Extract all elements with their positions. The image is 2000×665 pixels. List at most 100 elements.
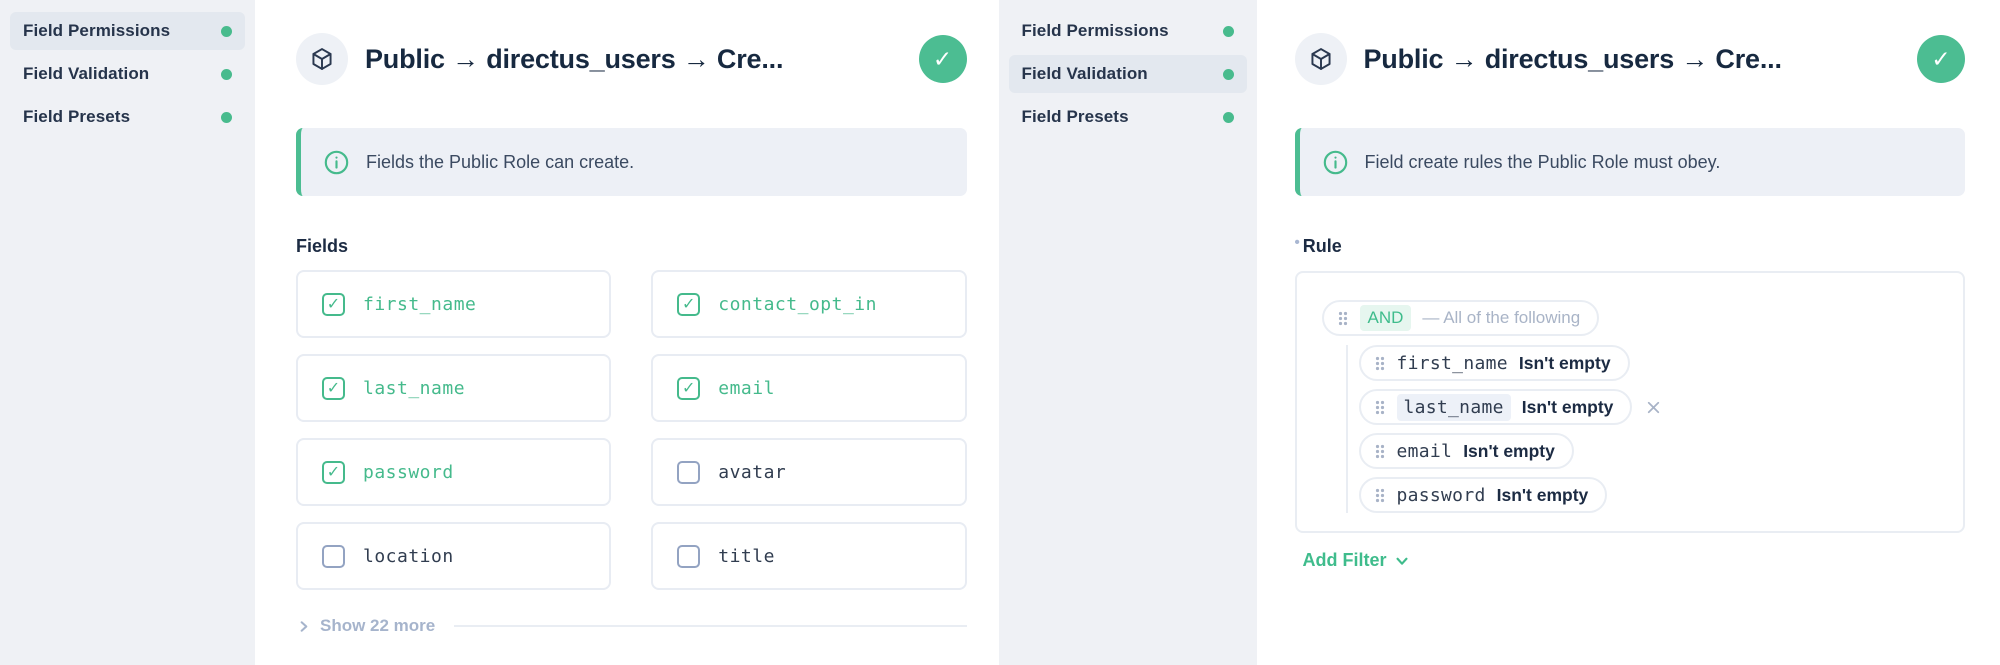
sidebar-item-label: Field Presets <box>1021 107 1129 126</box>
filter-operator[interactable]: Isn't empty <box>1463 440 1555 461</box>
field-validation-content: Public → directus_users → Cre... ✓ Field… <box>1256 0 2000 665</box>
filter-pill-password[interactable]: password Isn't empty <box>1358 477 1608 513</box>
show-more-label: Show 22 more <box>320 616 436 635</box>
field-option-location[interactable]: location <box>296 522 612 590</box>
field-name: title <box>718 545 775 567</box>
sidebar-item-label: Field Validation <box>1021 64 1148 83</box>
sidebar-item-field-permissions[interactable]: Field Permissions <box>10 12 245 50</box>
field-option-contact_opt_in[interactable]: ✓ contact_opt_in <box>651 270 967 338</box>
field-name: location <box>363 545 454 567</box>
field-name: contact_opt_in <box>718 293 877 315</box>
check-glyph: ✓ <box>682 296 696 313</box>
sidebar-item-label: Field Permissions <box>1021 21 1169 40</box>
sidebar-panel-2: Field Permissions Field Validation Field… <box>998 0 1257 665</box>
remove-filter-button[interactable] <box>1645 399 1662 416</box>
status-dot-icon <box>1222 25 1234 37</box>
checkbox-checked-icon[interactable]: ✓ <box>322 460 345 484</box>
page-title: Public → directus_users → Cre... <box>1363 43 1782 74</box>
filter-row: first_name Isn't empty <box>1358 345 1630 381</box>
page-title: Public → directus_users → Cre... <box>365 43 784 74</box>
sidebar-item-field-presets[interactable]: Field Presets <box>1009 98 1247 136</box>
rule-filter-builder: AND — All of the following first_name Is… <box>1294 271 1965 533</box>
field-option-title[interactable]: title <box>651 522 967 590</box>
collection-box-icon <box>1294 33 1347 85</box>
check-glyph: ✓ <box>326 380 341 397</box>
group-description: — All of the following <box>1422 308 1581 327</box>
filter-operator[interactable]: Isn't empty <box>1518 352 1611 373</box>
info-banner-text: Field create rules the Public Role must … <box>1364 151 1721 172</box>
filter-operator[interactable]: Isn't empty <box>1496 484 1589 505</box>
filter-row: password Isn't empty <box>1358 477 1608 513</box>
info-banner-text: Fields the Public Role can create. <box>366 151 635 172</box>
field-option-last_name[interactable]: ✓ last_name <box>296 354 612 422</box>
and-group-pill[interactable]: AND — All of the following <box>1321 300 1600 336</box>
sidebar-item-field-permissions[interactable]: Field Permissions <box>1009 12 1247 50</box>
field-option-first_name[interactable]: ✓ first_name <box>296 270 612 338</box>
drag-handle-icon[interactable] <box>1337 310 1349 327</box>
field-option-password[interactable]: ✓ password <box>296 438 612 506</box>
group-operator-chip[interactable]: AND <box>1359 305 1412 331</box>
check-icon: ✓ <box>932 45 953 72</box>
close-icon <box>1648 401 1660 413</box>
divider <box>454 625 967 627</box>
checkbox-checked-icon[interactable]: ✓ <box>322 292 345 316</box>
info-icon <box>1323 150 1347 174</box>
checkbox-unchecked-icon[interactable] <box>677 460 701 484</box>
filter-field-name[interactable]: email <box>1396 440 1453 462</box>
drag-handle-icon[interactable] <box>1374 399 1386 416</box>
checkbox-checked-icon[interactable]: ✓ <box>322 376 345 400</box>
sidebar-item-label: Field Validation <box>23 64 150 83</box>
status-dot-icon <box>221 68 232 80</box>
field-name: avatar <box>718 461 787 483</box>
drawer-header: Public → directus_users → Cre... ✓ <box>296 33 967 85</box>
filter-field-name[interactable]: password <box>1396 484 1486 506</box>
sidebar-item-field-validation[interactable]: Field Validation <box>10 55 245 93</box>
drag-handle-icon[interactable] <box>1374 355 1386 372</box>
drag-handle-icon[interactable] <box>1374 443 1386 460</box>
field-option-email[interactable]: ✓ email <box>651 354 967 422</box>
rule-section-label: • Rule <box>1294 234 1966 257</box>
sidebar-item-label: Field Permissions <box>23 21 171 40</box>
show-more-toggle[interactable]: Show 22 more <box>296 616 967 636</box>
check-icon: ✓ <box>1931 45 1951 72</box>
check-glyph: ✓ <box>326 464 341 481</box>
filter-operator[interactable]: Isn't empty <box>1521 396 1614 417</box>
filter-pill-last_name[interactable]: last_name Isn't empty <box>1358 389 1633 425</box>
field-name: email <box>718 377 775 399</box>
collection-box-icon <box>296 33 348 85</box>
field-name: first_name <box>363 293 477 315</box>
filter-field-name[interactable]: last_name <box>1396 393 1511 421</box>
add-filter-label: Add Filter <box>1302 550 1387 570</box>
rule-label-text: Rule <box>1302 236 1342 256</box>
save-check-button[interactable]: ✓ <box>1917 35 1965 83</box>
filter-row: last_name Isn't empty <box>1358 389 1663 425</box>
drag-handle-icon[interactable] <box>1374 487 1386 504</box>
sidebar-panel-1: Field Permissions Field Validation Field… <box>0 0 255 665</box>
required-marker-icon: • <box>1294 234 1300 251</box>
checkbox-unchecked-icon[interactable] <box>677 544 701 568</box>
filter-pill-first_name[interactable]: first_name Isn't empty <box>1358 345 1630 381</box>
rule-children-list: first_name Isn't empty last_name Isn't e… <box>1345 345 1964 513</box>
filter-row: email Isn't empty <box>1358 433 1574 469</box>
filter-pill-email[interactable]: email Isn't empty <box>1358 433 1574 469</box>
checkbox-checked-icon[interactable]: ✓ <box>677 292 701 316</box>
field-name: password <box>363 461 454 483</box>
field-permissions-content: Public → directus_users → Cre... ✓ Field… <box>255 0 999 665</box>
field-option-avatar[interactable]: avatar <box>651 438 967 506</box>
checkbox-unchecked-icon[interactable] <box>322 544 345 568</box>
check-glyph: ✓ <box>682 380 696 397</box>
add-filter-button[interactable]: Add Filter <box>1303 550 1410 571</box>
info-banner: Field create rules the Public Role must … <box>1294 128 1965 196</box>
fields-section-label: Fields <box>296 236 967 257</box>
sidebar-item-label: Field Presets <box>23 107 131 126</box>
status-dot-icon <box>221 25 232 37</box>
save-check-button[interactable]: ✓ <box>918 35 967 83</box>
filter-field-name[interactable]: first_name <box>1396 352 1508 374</box>
chevron-right-icon <box>300 620 308 632</box>
sidebar-item-field-validation[interactable]: Field Validation <box>1008 55 1247 93</box>
checkbox-checked-icon[interactable]: ✓ <box>677 376 701 400</box>
sidebar-item-field-presets[interactable]: Field Presets <box>10 98 245 136</box>
drawer-header: Public → directus_users → Cre... ✓ <box>1294 33 1965 85</box>
status-dot-icon <box>1222 111 1234 123</box>
